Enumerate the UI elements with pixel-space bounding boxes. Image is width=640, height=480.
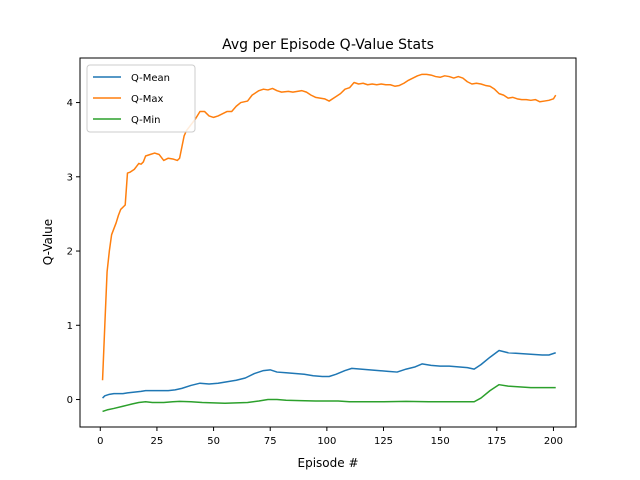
x-tick-label: 75 [264, 436, 277, 447]
plot-lines [101, 73, 557, 413]
x-tick-label: 100 [317, 436, 336, 447]
y-tick-label: 3 [67, 172, 73, 183]
y-tick-label: 1 [67, 321, 73, 332]
x-tick-label: 125 [374, 436, 393, 447]
series-line-q-max [101, 73, 557, 381]
y-axis-label: Q-Value [41, 219, 55, 265]
y-tick-label: 4 [67, 98, 73, 109]
x-tick-label: 0 [97, 436, 103, 447]
chart-title: Avg per Episode Q-Value Stats [222, 37, 434, 53]
x-axis-label: Episode # [298, 456, 359, 470]
series-line-q-min [102, 383, 556, 413]
plot-area-frame [79, 57, 577, 428]
legend-label-q-min: Q-Min [131, 115, 161, 126]
x-tick-label: 200 [544, 436, 563, 447]
y-tick-label: 0 [67, 395, 73, 406]
x-tick-label: 25 [151, 436, 164, 447]
legend-label-q-max: Q-Max [131, 94, 164, 105]
legend: Q-Mean Q-Max Q-Min [86, 64, 196, 133]
y-tick-label: 2 [67, 247, 73, 258]
y-axis-ticks: 0 1 2 3 4 [67, 98, 80, 406]
x-tick-label: 175 [487, 436, 506, 447]
x-tick-label: 150 [431, 436, 450, 447]
x-axis-ticks: 0 25 50 75 100 125 150 175 200 [97, 427, 563, 447]
x-tick-label: 50 [207, 436, 220, 447]
legend-frame [86, 64, 196, 133]
legend-label-q-mean: Q-Mean [131, 73, 170, 84]
series-line-q-mean [102, 349, 556, 399]
